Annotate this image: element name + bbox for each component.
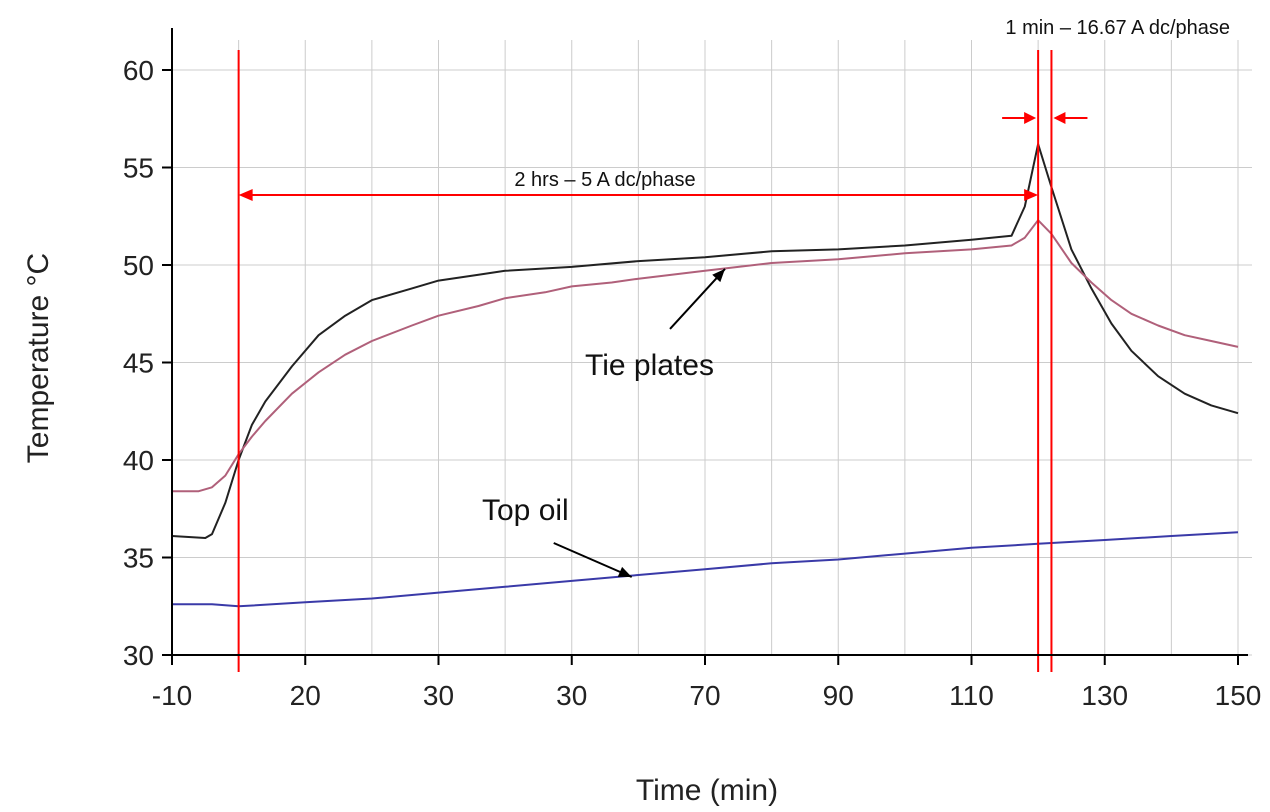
series-group — [171, 143, 1239, 608]
x-axis-label: Time (min) — [636, 774, 778, 807]
series-line-top-oil — [172, 531, 1239, 608]
x-tick-label: 30 — [556, 680, 587, 711]
y-tick-labels: 30 35 40 45 50 55 60 — [123, 55, 154, 671]
top-oil-pointer-head — [617, 566, 632, 577]
axes — [162, 28, 1248, 665]
y-tick-label: 40 — [123, 445, 154, 476]
series-line-tie-plate-a — [171, 143, 1239, 539]
annotation-arrows — [238, 112, 1088, 578]
x-tick-label: 130 — [1081, 680, 1128, 711]
tie-plates-pointer — [669, 268, 726, 330]
top-oil-pointer — [553, 542, 633, 578]
y-tick-label: 55 — [123, 153, 154, 184]
x-tick-label: 150 — [1215, 680, 1262, 711]
y-tick-label: 30 — [123, 640, 154, 671]
x-tick-labels: -10 20 30 30 70 90 110 130 150 — [152, 680, 1262, 711]
x-tick-label: 70 — [689, 680, 720, 711]
grid-lines — [171, 40, 1252, 656]
x-tick-label: 90 — [823, 680, 854, 711]
x-tick-label: 20 — [290, 680, 321, 711]
x-tick-label: 30 — [423, 680, 454, 711]
y-tick-label: 50 — [123, 250, 154, 281]
y-tick-label: 35 — [123, 543, 154, 574]
reference-lines — [237, 50, 1053, 672]
annotation-2hrs-interval: 2 hrs – 5 A dc/phase — [514, 169, 695, 191]
arrowhead-1min-left — [1024, 112, 1037, 124]
y-tick-label: 45 — [123, 348, 154, 379]
arrowhead-left — [238, 189, 253, 201]
annotation-tie-plates: Tie plates — [585, 349, 714, 382]
x-tick-label: -10 — [152, 680, 192, 711]
annotation-top-oil: Top oil — [482, 494, 569, 527]
arrowhead-1min-right — [1053, 112, 1066, 124]
arrowhead-right — [1024, 189, 1039, 201]
y-axis-label: Temperature °C — [22, 253, 55, 463]
tie-plates-pointer-head — [712, 268, 725, 283]
y-tick-label: 60 — [123, 55, 154, 86]
x-tick-label: 110 — [949, 680, 994, 711]
annotation-1min-interval: 1 min – 16.67 A dc/phase — [1005, 17, 1230, 39]
series-line-tie-plate-b — [172, 219, 1239, 493]
